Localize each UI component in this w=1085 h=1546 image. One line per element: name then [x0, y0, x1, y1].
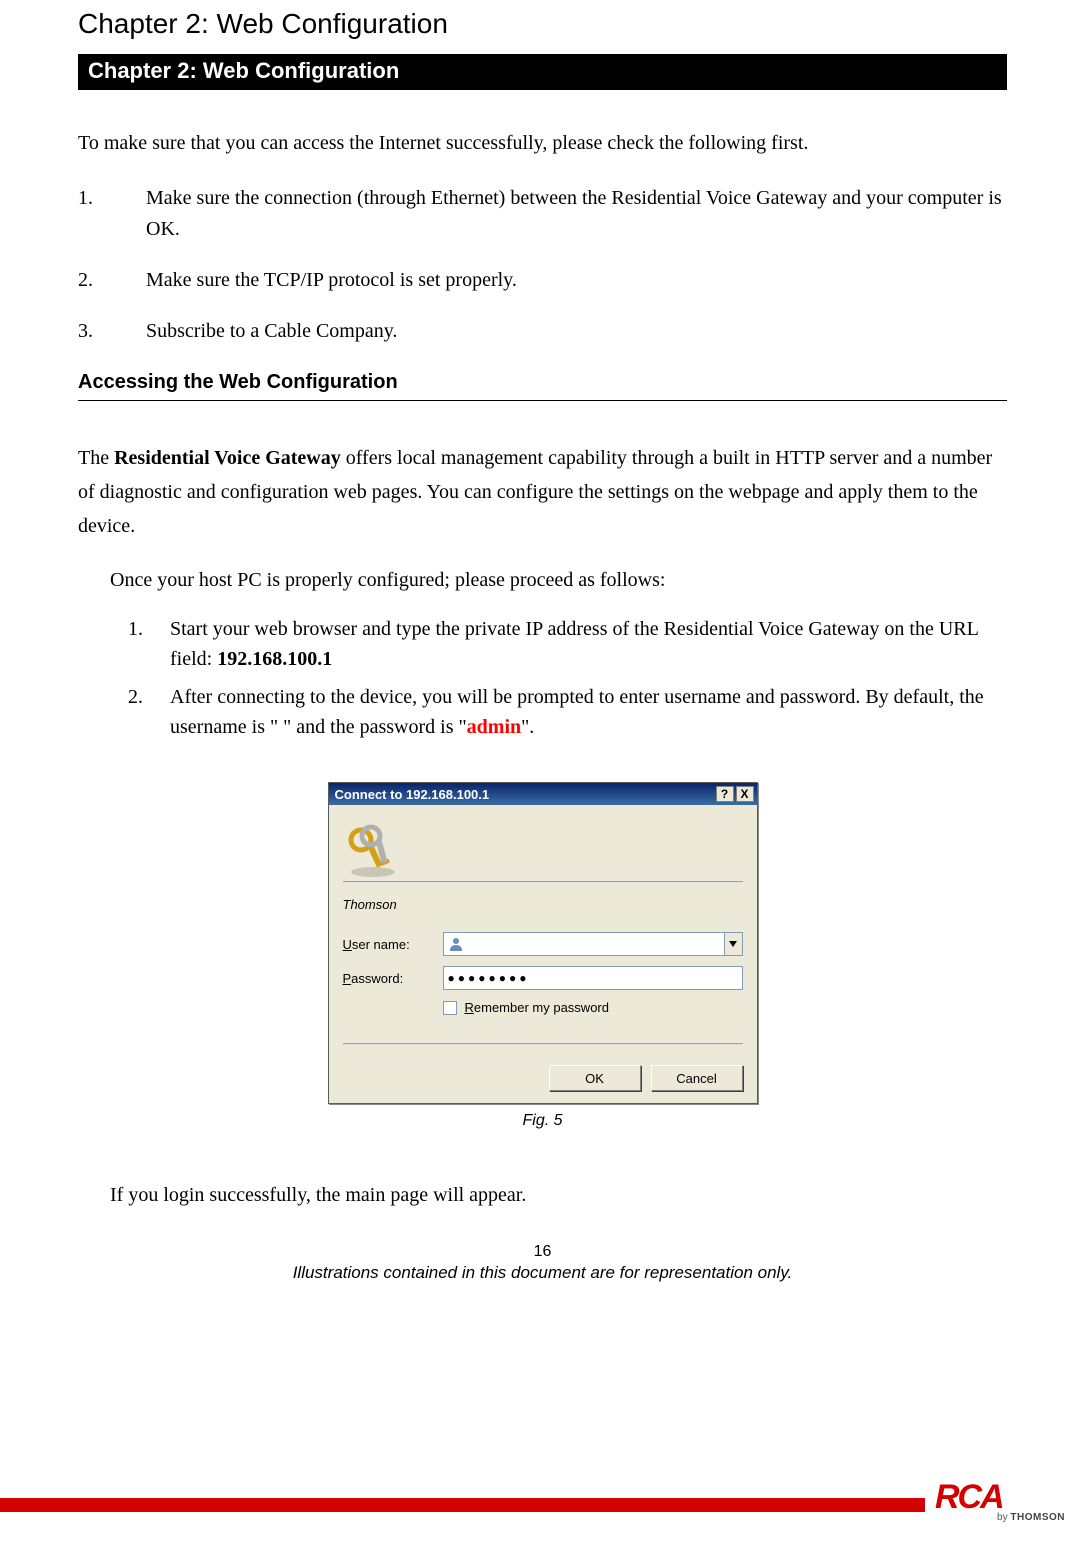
section-heading: Accessing the Web Configuration — [78, 371, 1007, 401]
keys-icon — [343, 822, 403, 878]
text: After connecting to the device, you will… — [170, 686, 984, 738]
help-button[interactable]: ? — [716, 786, 734, 802]
user-icon — [448, 936, 464, 952]
ip-address: 192.168.100.1 — [217, 648, 332, 670]
bold-term: Residential Voice Gateway — [114, 447, 341, 469]
username-label: User name: — [343, 937, 443, 952]
login-dialog-figure: Connect to 192.168.100.1 ? X — [328, 782, 758, 1130]
list-marker: 1. — [128, 614, 170, 674]
para-text: The — [78, 447, 114, 469]
list-item: 1. Start your web browser and type the p… — [128, 614, 1007, 674]
remember-checkbox[interactable] — [443, 1001, 457, 1015]
list-text: Make sure the connection (through Ethern… — [146, 183, 1007, 245]
chapter-title-bar: Chapter 2: Web Configuration — [78, 54, 1007, 90]
procedure-list: 1. Start your web browser and type the p… — [128, 614, 1007, 742]
close-button[interactable]: X — [736, 786, 754, 802]
rca-logo-text: RCA — [935, 1480, 1065, 1514]
footer-bar: RCA by THOMSON — [0, 1476, 1085, 1546]
list-marker: 2. — [128, 682, 170, 742]
list-text: Make sure the TCP/IP protocol is set pro… — [146, 265, 1007, 296]
body-paragraph: The Residential Voice Gateway offers loc… — [78, 441, 1007, 543]
list-item: 3. Subscribe to a Cable Company. — [78, 316, 1007, 347]
list-text: Subscribe to a Cable Company. — [146, 316, 1007, 347]
page-header: Chapter 2: Web Configuration — [78, 0, 1007, 54]
dialog-separator — [343, 1043, 743, 1045]
login-success-text: If you login successfully, the main page… — [110, 1184, 1007, 1207]
password-row: Password: ●●●●●●●● — [343, 966, 743, 990]
dialog-body: Thomson User name: — [329, 805, 757, 1103]
dialog-titlebar: Connect to 192.168.100.1 ? X — [329, 783, 757, 805]
dropdown-arrow-icon[interactable] — [724, 933, 742, 955]
list-marker: 3. — [78, 316, 146, 347]
ok-button[interactable]: OK — [549, 1065, 641, 1091]
server-realm: Thomson — [343, 897, 743, 912]
username-input[interactable] — [443, 932, 743, 956]
figure-caption: Fig. 5 — [328, 1112, 758, 1130]
intro-paragraph: To make sure that you can access the Int… — [78, 128, 1007, 159]
dialog-separator — [343, 881, 743, 883]
red-stripe — [0, 1498, 925, 1512]
list-marker: 1. — [78, 183, 146, 245]
remember-row: Remember my password — [443, 1000, 743, 1015]
password-value-masked: ●●●●●●●● — [448, 971, 530, 985]
default-password: admin — [467, 716, 521, 738]
text: ". — [521, 716, 534, 738]
username-row: User name: — [343, 932, 743, 956]
dialog-button-row: OK Cancel — [343, 1059, 743, 1091]
indent-paragraph: Once your host PC is properly configured… — [110, 565, 1007, 596]
dialog-icon-row — [343, 819, 743, 881]
dialog-title: Connect to 192.168.100.1 — [335, 787, 714, 802]
list-text: After connecting to the device, you will… — [170, 682, 1007, 742]
prerequisite-list: 1. Make sure the connection (through Eth… — [78, 183, 1007, 347]
list-item: 1. Make sure the connection (through Eth… — [78, 183, 1007, 245]
footer-note: Illustrations contained in this document… — [78, 1263, 1007, 1283]
password-input[interactable]: ●●●●●●●● — [443, 966, 743, 990]
remember-label: Remember my password — [465, 1000, 610, 1015]
password-label: Password: — [343, 971, 443, 986]
login-dialog: Connect to 192.168.100.1 ? X — [328, 782, 758, 1104]
page-number: 16 — [78, 1243, 1007, 1261]
list-item: 2. After connecting to the device, you w… — [128, 682, 1007, 742]
list-item: 2. Make sure the TCP/IP protocol is set … — [78, 265, 1007, 296]
list-marker: 2. — [78, 265, 146, 296]
brand-logo: RCA by THOMSON — [935, 1480, 1065, 1536]
cancel-button[interactable]: Cancel — [651, 1065, 743, 1091]
list-text: Start your web browser and type the priv… — [170, 614, 1007, 674]
